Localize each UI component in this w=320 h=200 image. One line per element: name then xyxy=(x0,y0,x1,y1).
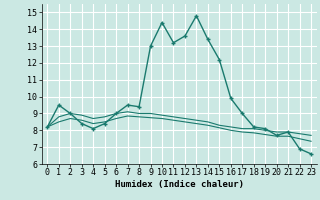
X-axis label: Humidex (Indice chaleur): Humidex (Indice chaleur) xyxy=(115,180,244,189)
